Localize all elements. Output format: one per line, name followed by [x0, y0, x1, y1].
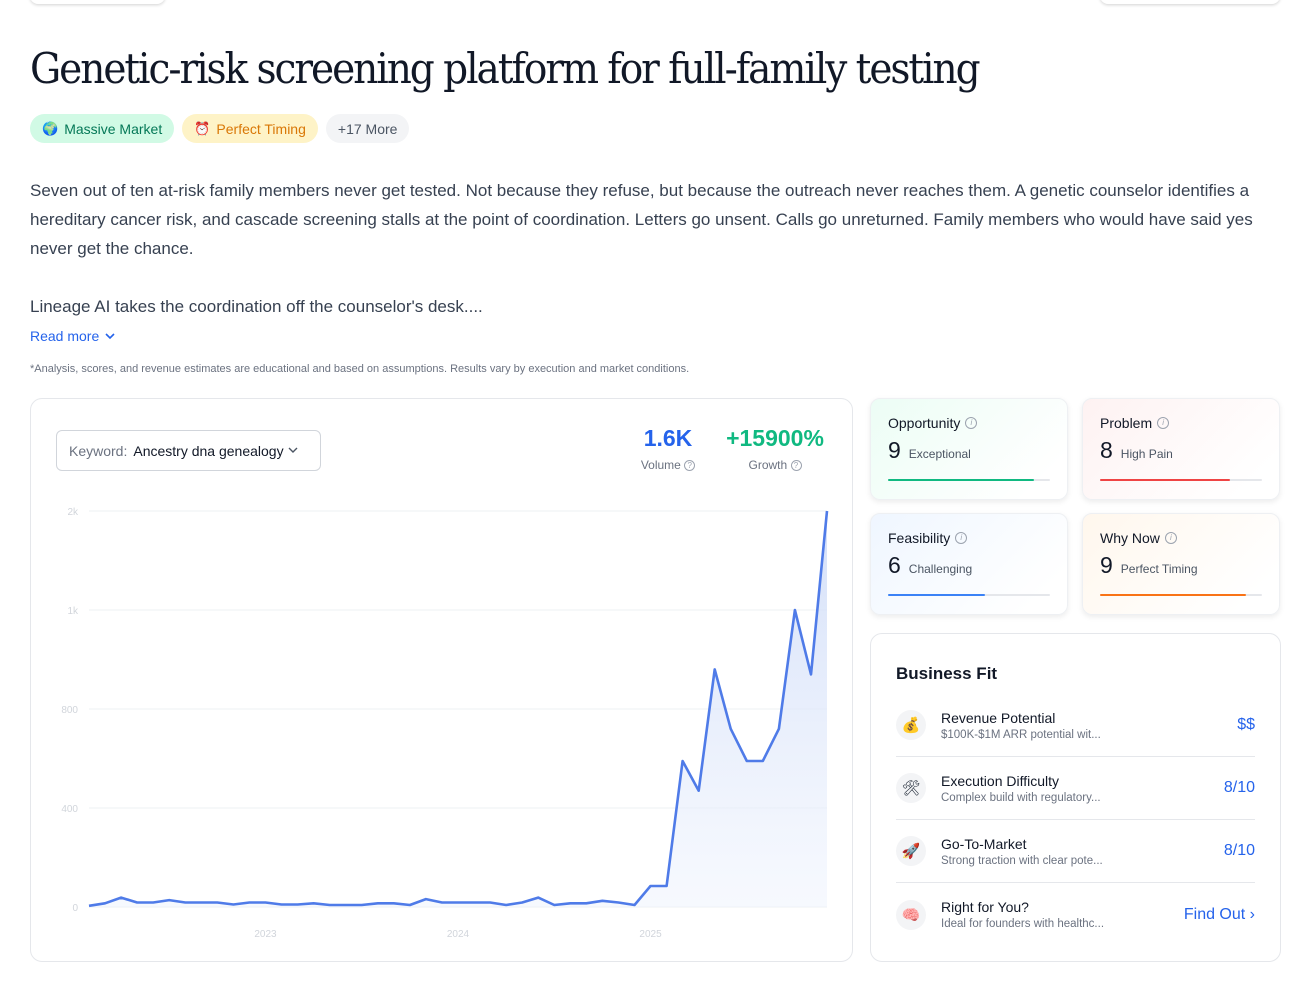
series-line	[88, 510, 829, 908]
business-fit-row-execution[interactable]: 🛠 Execution Difficulty Complex build wit…	[896, 757, 1255, 820]
business-fit-value: 8/10	[1223, 842, 1255, 859]
info-icon[interactable]: i	[955, 532, 968, 544]
score-value: 9	[1100, 552, 1113, 578]
score-bar	[888, 594, 1050, 596]
money-bag-icon: 💰	[896, 710, 926, 740]
tools-icon: 🛠	[896, 773, 926, 803]
x-tick-label: 2025	[639, 929, 662, 940]
business-fit-sub: Strong traction with clear pote...	[941, 854, 1103, 867]
score-card-why-now[interactable]: Why Now i 9 Perfect Timing	[1082, 513, 1280, 615]
disclaimer: *Analysis, scores, and revenue estimates…	[30, 363, 690, 375]
description-paragraph: Seven out of ten at-risk family members …	[30, 181, 1253, 258]
growth-metric: +15900% Growth ?	[719, 425, 831, 472]
badge-more[interactable]: +17 More	[325, 114, 410, 143]
globe-icon: 🌍	[42, 120, 59, 136]
y-tick-label: 800	[61, 705, 78, 716]
find-out-link[interactable]: Find Out ›	[1183, 905, 1255, 923]
growth-value: +15900%	[726, 425, 824, 451]
badge-label: Perfect Timing	[216, 120, 306, 137]
score-title: Opportunity	[888, 415, 961, 431]
description: Seven out of ten at-risk family members …	[30, 176, 1280, 321]
x-tick-label: 2023	[254, 929, 277, 940]
score-bar-fill	[888, 479, 1034, 481]
chevron-down-icon	[288, 447, 298, 453]
score-title: Feasibility	[888, 530, 951, 546]
score-bar	[1100, 479, 1262, 481]
business-fit-row-right-for-you[interactable]: 🧠 Right for You? Ideal for founders with…	[896, 883, 1255, 946]
trend-chart: 0 400 800 1k 2k 2023 2024 2025	[61, 507, 829, 940]
badge-massive-market[interactable]: 🌍 Massive Market	[30, 114, 175, 143]
read-more-link[interactable]: Read more	[30, 328, 115, 344]
keyword-label: Keyword:	[69, 442, 128, 459]
alarm-clock-icon: ⏰	[194, 120, 211, 136]
trend-chart-card: 0 400 800 1k 2k 2023 2024 2025 Keyword: Ancest…	[30, 398, 853, 962]
business-fit-card: Business Fit 💰 Revenue Potential $100K-$…	[870, 633, 1281, 962]
score-card-opportunity[interactable]: Opportunity i 9 Exceptional	[870, 398, 1068, 500]
badge-list: 🌍 Massive Market ⏰ Perfect Timing +17 Mo…	[30, 114, 410, 143]
business-fit-sub: $100K-$1M ARR potential wit...	[941, 728, 1101, 741]
business-fit-row-revenue[interactable]: 💰 Revenue Potential $100K-$1M ARR potent…	[896, 694, 1255, 757]
growth-label: Growth	[748, 458, 788, 472]
score-card-feasibility[interactable]: Feasibility i 6 Challenging	[870, 513, 1068, 615]
score-bar-fill	[888, 594, 986, 596]
volume-label: Volume	[640, 458, 681, 472]
score-label: Exceptional	[908, 447, 971, 461]
brain-icon: 🧠	[896, 899, 926, 930]
keyword-dropdown[interactable]: Keyword: Ancestry dna genealogy	[56, 430, 321, 471]
business-fit-name: Right for You?	[941, 899, 1029, 915]
business-fit-name: Go-To-Market	[941, 835, 1027, 852]
help-icon[interactable]: ?	[790, 460, 802, 472]
score-bar	[888, 479, 1050, 481]
info-icon[interactable]: i	[965, 417, 978, 429]
business-fit-name: Revenue Potential	[941, 709, 1056, 726]
score-bar	[1100, 594, 1262, 596]
top-tab-right[interactable]	[1100, 0, 1280, 4]
y-tick-label: 0	[72, 903, 78, 914]
x-tick-label: 2024	[447, 929, 470, 940]
business-fit-value: 8/10	[1223, 779, 1255, 796]
page-title: Genetic-risk screening platform for full…	[30, 44, 981, 93]
series-area	[89, 511, 827, 907]
badge-perfect-timing[interactable]: ⏰ Perfect Timing	[182, 114, 318, 143]
business-fit-sub: Ideal for founders with healthc...	[941, 918, 1105, 930]
business-fit-sub: Complex build with regulatory...	[941, 791, 1101, 804]
y-tick-label: 400	[61, 804, 78, 815]
score-label: High Pain	[1120, 447, 1173, 461]
score-label: Perfect Timing	[1120, 562, 1198, 576]
badge-label: Massive Market	[64, 120, 163, 137]
score-value: 6	[888, 552, 901, 578]
score-title: Why Now	[1100, 530, 1160, 546]
score-card-problem[interactable]: Problem i 8 High Pain	[1082, 398, 1280, 500]
score-value: 9	[888, 437, 901, 463]
badge-label: +17 More	[337, 120, 398, 137]
business-fit-value: $$	[1237, 716, 1255, 733]
score-value: 8	[1100, 437, 1113, 463]
score-title: Problem	[1100, 415, 1153, 431]
score-label: Challenging	[908, 562, 973, 576]
business-fit-name: Execution Difficulty	[941, 772, 1060, 789]
keyword-value: Ancestry dna genealogy	[133, 442, 284, 459]
help-icon[interactable]: ?	[684, 460, 696, 472]
chevron-down-icon	[105, 332, 115, 339]
business-fit-row-gtm[interactable]: 🚀 Go-To-Market Strong traction with clea…	[896, 820, 1255, 883]
score-bar-fill	[1100, 594, 1246, 596]
business-fit-title: Business Fit	[896, 664, 998, 683]
y-tick-label: 1k	[67, 606, 79, 617]
info-icon[interactable]: i	[1164, 532, 1177, 544]
top-tab-left[interactable]	[30, 0, 165, 4]
volume-value: 1.6K	[643, 425, 693, 451]
volume-metric: 1.6K Volume ?	[635, 425, 701, 472]
y-tick-label: 2k	[67, 507, 79, 518]
read-more-label: Read more	[30, 328, 100, 344]
rocket-icon: 🚀	[896, 836, 926, 866]
score-bar-fill	[1100, 479, 1230, 481]
info-icon[interactable]: i	[1157, 417, 1170, 429]
description-paragraph: Lineage AI takes the coordination off th…	[30, 297, 483, 316]
